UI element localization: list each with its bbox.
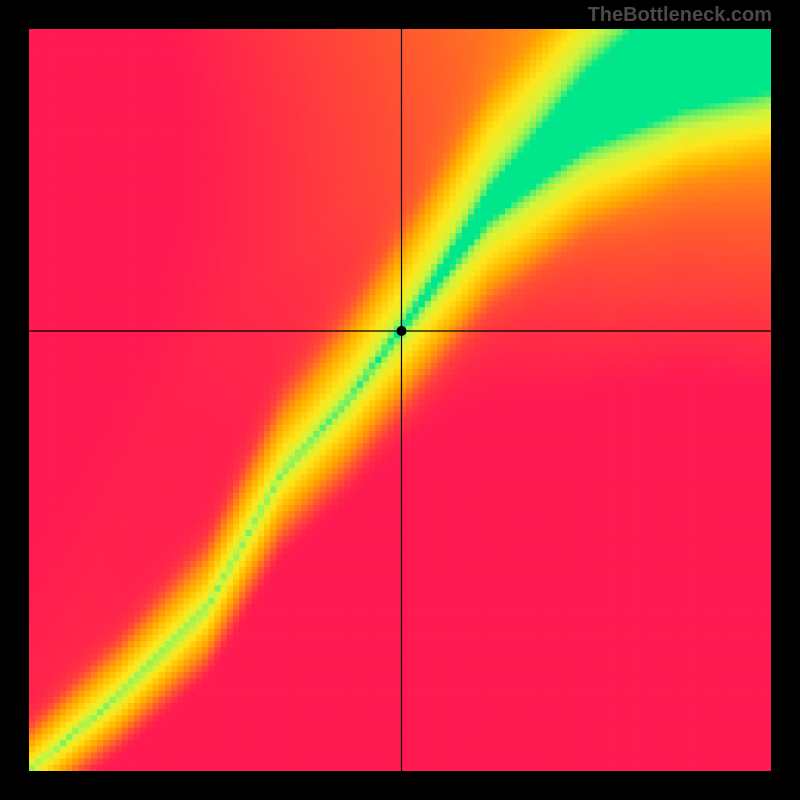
watermark-text: TheBottleneck.com — [588, 4, 772, 27]
heatmap-canvas — [29, 29, 771, 771]
heatmap-chart — [29, 29, 771, 771]
chart-frame: TheBottleneck.com — [0, 0, 800, 800]
